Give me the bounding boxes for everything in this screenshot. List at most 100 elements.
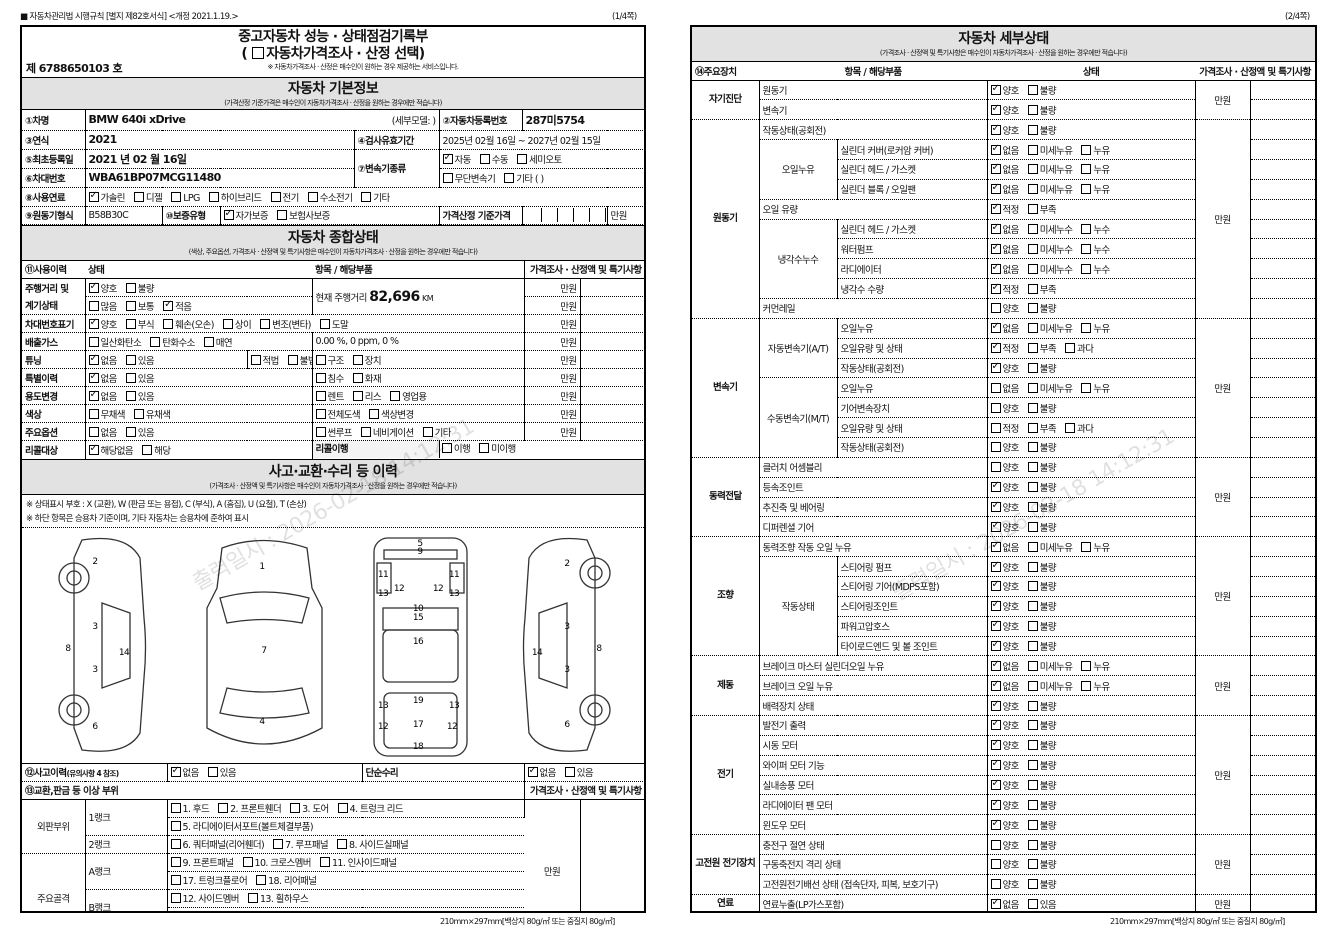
checkbox[interactable] xyxy=(1081,243,1092,254)
note-cell[interactable] xyxy=(1250,377,1315,399)
checkbox[interactable] xyxy=(990,778,1001,790)
note-cell[interactable] xyxy=(580,799,644,911)
checkbox[interactable] xyxy=(125,318,136,329)
checkbox[interactable] xyxy=(203,336,214,347)
checkbox[interactable] xyxy=(1027,581,1038,592)
checkbox[interactable] xyxy=(1027,680,1038,691)
checkbox[interactable] xyxy=(1027,819,1038,830)
checkbox[interactable] xyxy=(1027,660,1038,671)
note-cell[interactable] xyxy=(1250,278,1315,299)
checkbox[interactable] xyxy=(250,354,261,365)
checkbox[interactable] xyxy=(352,390,363,401)
checkbox[interactable] xyxy=(150,336,161,347)
checkbox[interactable] xyxy=(247,893,258,903)
note-cell[interactable] xyxy=(1250,159,1315,180)
note-cell[interactable] xyxy=(1250,775,1315,796)
checkbox[interactable] xyxy=(1027,343,1038,354)
checkbox[interactable] xyxy=(1027,521,1038,532)
checkbox[interactable] xyxy=(990,699,1001,711)
checkbox[interactable] xyxy=(170,893,181,903)
note-cell[interactable] xyxy=(1250,199,1315,220)
checkbox[interactable] xyxy=(1027,442,1038,453)
checkbox[interactable] xyxy=(1081,680,1092,691)
checkbox[interactable] xyxy=(88,371,99,383)
checkbox[interactable] xyxy=(990,579,1001,592)
checkbox[interactable] xyxy=(990,718,1001,731)
checkbox[interactable] xyxy=(990,182,1001,195)
checkbox[interactable] xyxy=(1081,660,1092,671)
checkbox[interactable] xyxy=(990,619,1001,632)
checkbox[interactable] xyxy=(170,803,181,813)
note-cell[interactable] xyxy=(1250,556,1315,577)
checkbox[interactable] xyxy=(242,857,253,867)
note-cell[interactable] xyxy=(1250,219,1315,240)
checkbox[interactable] xyxy=(306,911,316,913)
checkbox[interactable] xyxy=(88,443,99,455)
checkbox[interactable] xyxy=(1027,422,1038,433)
checkbox[interactable] xyxy=(990,480,1001,493)
checkbox[interactable] xyxy=(315,372,326,383)
note-cell[interactable] xyxy=(1250,735,1315,756)
note-cell[interactable] xyxy=(1250,814,1315,836)
checkbox[interactable] xyxy=(1027,243,1038,254)
checkbox[interactable] xyxy=(88,281,99,293)
checkbox[interactable] xyxy=(527,765,538,777)
checkbox[interactable] xyxy=(88,317,99,329)
checkbox[interactable] xyxy=(125,372,136,383)
checkbox[interactable] xyxy=(1081,382,1092,393)
checkbox[interactable] xyxy=(1027,124,1038,135)
note-cell[interactable] xyxy=(1250,437,1315,458)
checkbox[interactable] xyxy=(390,390,401,401)
checkbox[interactable] xyxy=(1065,422,1076,433)
checkbox[interactable] xyxy=(990,422,1001,433)
checkbox[interactable] xyxy=(170,857,181,867)
note-cell[interactable] xyxy=(1250,616,1315,637)
checkbox[interactable] xyxy=(479,153,490,164)
checkbox[interactable] xyxy=(1027,501,1038,512)
checkbox[interactable] xyxy=(442,152,453,164)
checkbox[interactable] xyxy=(170,765,181,777)
note-cell[interactable] xyxy=(1250,794,1315,816)
checkbox[interactable] xyxy=(990,83,1001,95)
checkbox[interactable] xyxy=(990,639,1001,651)
note-cell[interactable] xyxy=(1250,238,1315,260)
checkbox[interactable] xyxy=(273,839,284,849)
price-survey-checkbox[interactable] xyxy=(252,47,265,59)
checkbox[interactable] xyxy=(990,758,1001,771)
checkbox[interactable] xyxy=(1027,462,1038,473)
checkbox[interactable] xyxy=(1081,184,1092,195)
checkbox[interactable] xyxy=(564,767,575,777)
checkbox[interactable] xyxy=(88,353,99,365)
checkbox[interactable] xyxy=(1065,343,1076,354)
checkbox[interactable] xyxy=(990,540,1001,552)
checkbox[interactable] xyxy=(171,911,181,913)
checkbox[interactable] xyxy=(133,408,144,419)
checkbox[interactable] xyxy=(88,408,99,419)
checkbox[interactable] xyxy=(1027,303,1038,314)
checkbox[interactable] xyxy=(276,911,286,913)
checkbox[interactable] xyxy=(170,821,181,831)
checkbox[interactable] xyxy=(170,875,181,885)
note-cell[interactable] xyxy=(580,296,644,315)
checkbox[interactable] xyxy=(369,408,380,419)
checkbox[interactable] xyxy=(361,191,372,202)
checkbox[interactable] xyxy=(1027,84,1038,95)
note-cell[interactable] xyxy=(1250,318,1315,339)
note-cell[interactable] xyxy=(1250,99,1315,121)
checkbox[interactable] xyxy=(171,191,182,202)
checkbox[interactable] xyxy=(990,798,1001,810)
note-cell[interactable] xyxy=(580,386,644,405)
note-cell[interactable] xyxy=(580,422,644,441)
checkbox[interactable] xyxy=(990,382,1001,393)
checkbox[interactable] xyxy=(990,462,1001,473)
note-cell[interactable] xyxy=(1250,755,1315,776)
checkbox[interactable] xyxy=(1027,164,1038,175)
checkbox[interactable] xyxy=(88,336,99,347)
note-cell[interactable] xyxy=(1250,477,1315,498)
note-cell[interactable] xyxy=(580,368,644,387)
checkbox[interactable] xyxy=(163,299,174,311)
checkbox[interactable] xyxy=(337,803,348,813)
note-cell[interactable] xyxy=(1250,338,1315,359)
checkbox[interactable] xyxy=(1027,362,1038,373)
checkbox[interactable] xyxy=(88,389,99,401)
